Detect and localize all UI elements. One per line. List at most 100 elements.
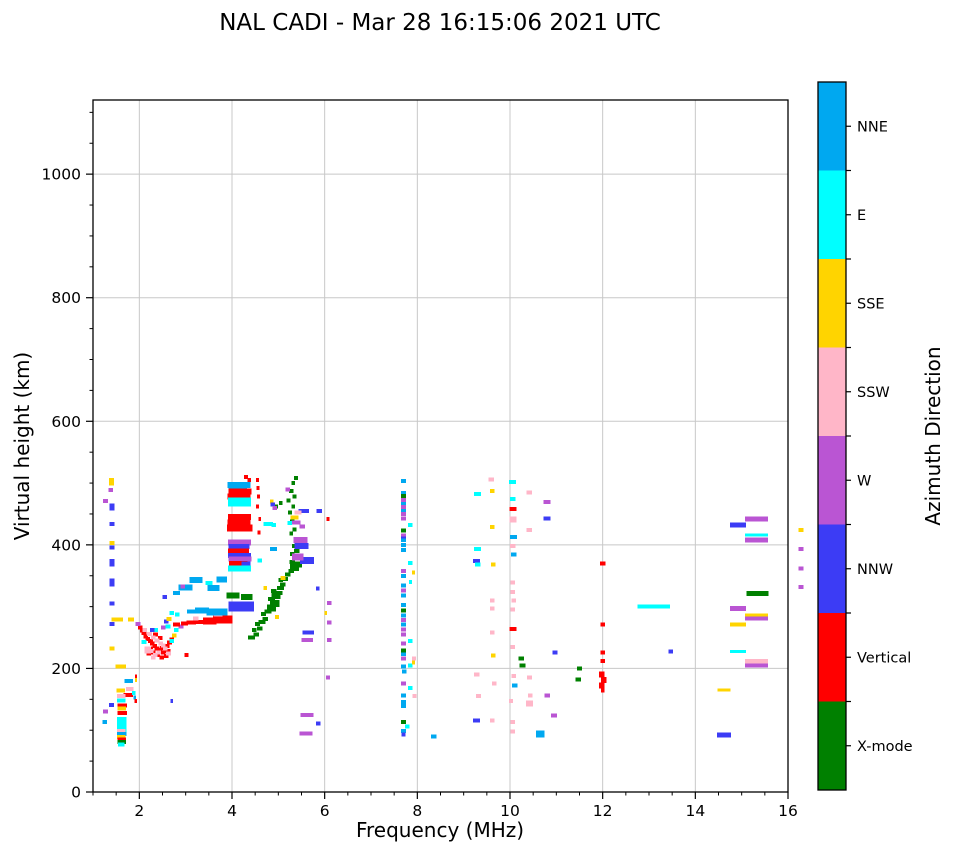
data-point — [117, 694, 126, 699]
data-point — [157, 647, 163, 652]
data-point — [149, 641, 155, 646]
data-point — [729, 605, 747, 611]
data-point — [187, 609, 196, 614]
data-point — [156, 650, 162, 655]
data-point — [292, 527, 297, 532]
data-point — [275, 615, 279, 620]
data-point — [401, 505, 406, 510]
data-point — [473, 558, 481, 563]
data-point — [152, 644, 157, 649]
data-point — [269, 499, 274, 504]
data-point — [184, 652, 189, 657]
data-point — [401, 542, 406, 547]
y-tick-label: 600 — [51, 413, 81, 431]
data-point — [510, 544, 516, 549]
data-point — [289, 531, 294, 536]
data-point — [227, 497, 251, 507]
data-point — [174, 628, 179, 633]
data-point — [600, 659, 605, 664]
data-point — [186, 620, 196, 625]
data-point — [143, 634, 149, 639]
data-point — [286, 498, 291, 503]
data-point — [474, 547, 482, 552]
data-point — [216, 576, 227, 583]
data-point — [257, 494, 260, 499]
data-point — [527, 675, 532, 680]
data-point — [160, 646, 165, 651]
data-point — [401, 528, 406, 533]
data-point — [116, 688, 125, 693]
data-point — [509, 626, 517, 631]
data-point — [509, 516, 517, 523]
data-point — [600, 622, 605, 627]
colorbar-segment-sse — [818, 259, 846, 348]
data-point — [161, 625, 166, 630]
data-point — [729, 650, 747, 654]
colorbar-segment-nnw — [818, 524, 846, 614]
data-point — [401, 511, 406, 516]
data-point — [194, 607, 209, 614]
data-point — [408, 686, 413, 691]
y-tick-label: 800 — [51, 289, 81, 307]
data-point — [326, 516, 330, 521]
data-point — [408, 579, 412, 584]
data-point — [163, 619, 169, 624]
data-point — [205, 581, 213, 586]
y-tick-label: 400 — [51, 536, 81, 554]
data-point — [293, 561, 302, 568]
data-point — [412, 656, 416, 661]
data-point — [270, 589, 277, 594]
data-point — [324, 610, 327, 615]
data-point — [746, 591, 769, 597]
data-point — [401, 533, 406, 538]
data-point — [193, 616, 199, 621]
data-point — [293, 536, 308, 543]
colorbar-segment-w — [818, 436, 846, 525]
data-point — [598, 671, 605, 678]
y-axis-label: Virtual height (km) — [10, 351, 34, 541]
data-point — [139, 628, 145, 633]
data-point — [284, 572, 291, 577]
data-point — [544, 693, 550, 698]
data-point — [109, 702, 114, 707]
data-point — [109, 521, 115, 526]
data-point — [519, 663, 526, 668]
data-point — [117, 739, 126, 744]
data-point — [258, 620, 266, 625]
data-point — [253, 632, 259, 637]
data-point — [401, 693, 406, 698]
data-point — [294, 543, 309, 550]
data-point — [258, 516, 262, 521]
data-point — [272, 505, 277, 510]
data-point — [256, 477, 259, 482]
data-point — [270, 547, 278, 552]
data-point — [300, 556, 315, 564]
data-point — [153, 632, 158, 637]
data-point — [257, 530, 261, 535]
data-point — [227, 493, 251, 500]
data-point — [109, 545, 115, 550]
data-point — [117, 723, 127, 733]
data-point — [430, 734, 437, 739]
data-point — [111, 617, 123, 622]
data-point — [294, 510, 302, 515]
data-point — [798, 584, 804, 589]
data-point — [518, 656, 524, 661]
data-point — [401, 537, 406, 542]
colorbar-category-label: X-mode — [857, 739, 913, 755]
data-point — [144, 646, 151, 654]
data-point — [241, 593, 253, 600]
chart-title: NAL CADI - Mar 28 16:15:06 2021 UTC — [219, 10, 661, 36]
data-point — [172, 622, 180, 627]
data-point — [251, 628, 257, 633]
x-tick-label: 12 — [593, 802, 613, 820]
data-point — [133, 695, 137, 700]
data-point — [124, 678, 133, 683]
data-point — [401, 704, 406, 709]
data-point — [744, 613, 769, 618]
data-point — [302, 630, 315, 635]
data-point — [117, 717, 127, 727]
data-point — [508, 479, 516, 484]
data-point — [299, 731, 313, 736]
